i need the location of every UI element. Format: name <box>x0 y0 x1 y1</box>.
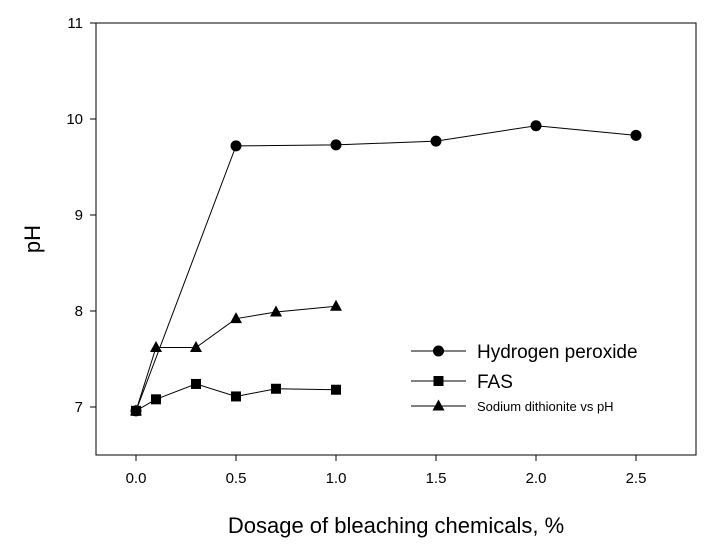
legend-marker <box>433 345 444 357</box>
y-tick-label: 8 <box>75 303 83 320</box>
ticks: 0.0 0.5 1.0 1.5 2.0 2.5 7 8 9 10 11 <box>66 15 646 487</box>
y-tick-label: 10 <box>66 111 83 128</box>
data-point <box>270 305 282 317</box>
y-tick-label: 9 <box>75 207 83 224</box>
data-point <box>330 139 342 151</box>
data-point <box>191 378 201 389</box>
data-point <box>151 394 161 405</box>
x-tick-label: 1.0 <box>326 470 347 487</box>
legend-marker <box>432 399 445 411</box>
x-axis-title: Dosage of bleaching chemicals, % <box>228 513 564 538</box>
series-square <box>131 378 341 416</box>
x-tick-label: 2.5 <box>626 470 647 487</box>
x-tick-label: 1.5 <box>426 470 447 487</box>
data-point <box>231 391 241 402</box>
legend-label: FAS <box>477 372 513 393</box>
data-point <box>330 299 342 311</box>
axes <box>95 22 697 456</box>
data-point <box>331 384 341 395</box>
y-tick-label: 7 <box>75 399 83 416</box>
x-tick-label: 0.0 <box>126 470 147 487</box>
data-point <box>150 340 162 352</box>
y-axis-title: pH <box>20 225 45 253</box>
legend-marker <box>433 376 444 386</box>
data-point <box>130 404 142 416</box>
data-point <box>271 383 281 394</box>
series-line <box>135 305 337 411</box>
legend-label: Hydrogen peroxide <box>477 342 638 363</box>
x-tick-label: 2.0 <box>526 470 547 487</box>
data-point <box>190 340 202 352</box>
legend-item: Sodium dithionite vs pH <box>411 399 614 414</box>
data-point <box>430 135 442 147</box>
legend-item: Hydrogen peroxide <box>411 342 638 363</box>
legend: Hydrogen peroxide FAS Sodium dithionite vs… <box>411 342 638 414</box>
series-triangle <box>130 299 342 416</box>
plot-frame <box>95 22 697 456</box>
series-layer <box>130 120 642 417</box>
x-tick-label: 0.5 <box>226 470 247 487</box>
data-point <box>230 312 242 324</box>
y-tick-label: 11 <box>67 15 83 32</box>
data-point <box>230 140 242 152</box>
series-circle <box>130 120 642 417</box>
data-point <box>630 129 642 141</box>
data-point <box>530 120 542 132</box>
legend-label: Sodium dithionite vs pH <box>477 399 614 414</box>
legend-item: FAS <box>411 372 513 393</box>
series-line <box>135 125 637 412</box>
